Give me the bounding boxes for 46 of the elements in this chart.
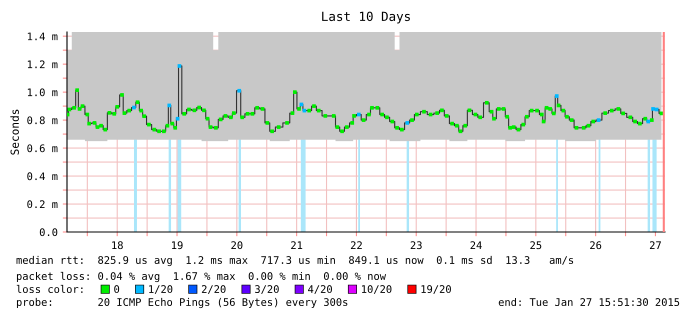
x-tick-label: 18 <box>112 241 123 250</box>
y-tick-label: 0.8 m <box>27 116 58 124</box>
x-tick-label: 23 <box>410 241 422 250</box>
text: packet loss: 0.04 % avg 1.67 % max 0.00 % min 0.00 % now <box>16 272 386 282</box>
legend-title: loss color: <box>16 284 82 294</box>
point <box>237 88 242 93</box>
x-tick-label: 19 <box>172 241 183 250</box>
text: end: Tue Jan 27 15:51:30 2015 <box>498 298 680 306</box>
x-tick-label: 27 <box>650 241 661 249</box>
legend-label: 19/20 <box>422 285 451 294</box>
point <box>654 108 658 112</box>
y-tick-label: 1.4 m <box>28 32 58 40</box>
point <box>178 64 182 68</box>
x-tick-label: 26 <box>590 241 602 250</box>
point <box>176 116 180 121</box>
point <box>167 104 172 108</box>
y-tick-label: 1.2 m <box>28 60 58 68</box>
y-axis-title: Seconds <box>10 110 19 155</box>
x-tick-label: 22 <box>350 241 362 249</box>
x-tick-label: 20 <box>231 241 242 250</box>
legend-label: 0 <box>114 285 120 294</box>
y-tick-label: 0.4 m <box>27 172 58 180</box>
y-tick-label: 0.2 m <box>27 200 58 208</box>
x-tick-label: 21 <box>291 241 302 249</box>
y-tick-label: 0.0 <box>40 228 58 236</box>
point <box>302 108 306 112</box>
point <box>651 107 655 111</box>
point <box>132 106 136 110</box>
text: probe: 20 ICMP Echo Pings (56 Bytes) every 300s <box>16 298 348 308</box>
point <box>405 121 410 125</box>
legend-label: 2/20 <box>202 285 226 294</box>
point <box>554 94 559 98</box>
point <box>646 120 650 124</box>
legend-label: 10/20 <box>362 285 392 294</box>
point <box>300 102 304 106</box>
chart-title: Last 10 Days <box>322 12 410 24</box>
point <box>596 118 600 122</box>
x-tick-label: 24 <box>470 241 482 249</box>
y-tick-label: 0.6 m <box>27 144 58 152</box>
legend-label: 1/20 <box>149 285 172 294</box>
x-tick-label: 25 <box>530 241 542 250</box>
legend-label: 3/20 <box>255 285 279 294</box>
legend-label: 4/20 <box>308 285 332 294</box>
point <box>356 112 361 116</box>
y-tick-label: 1.0 m <box>28 88 58 96</box>
text: median rtt: 825.9 us avg 1.2 ms max 717.3 us min 849.1 us now 0.1 ms sd 13.3 am/s <box>16 256 574 266</box>
